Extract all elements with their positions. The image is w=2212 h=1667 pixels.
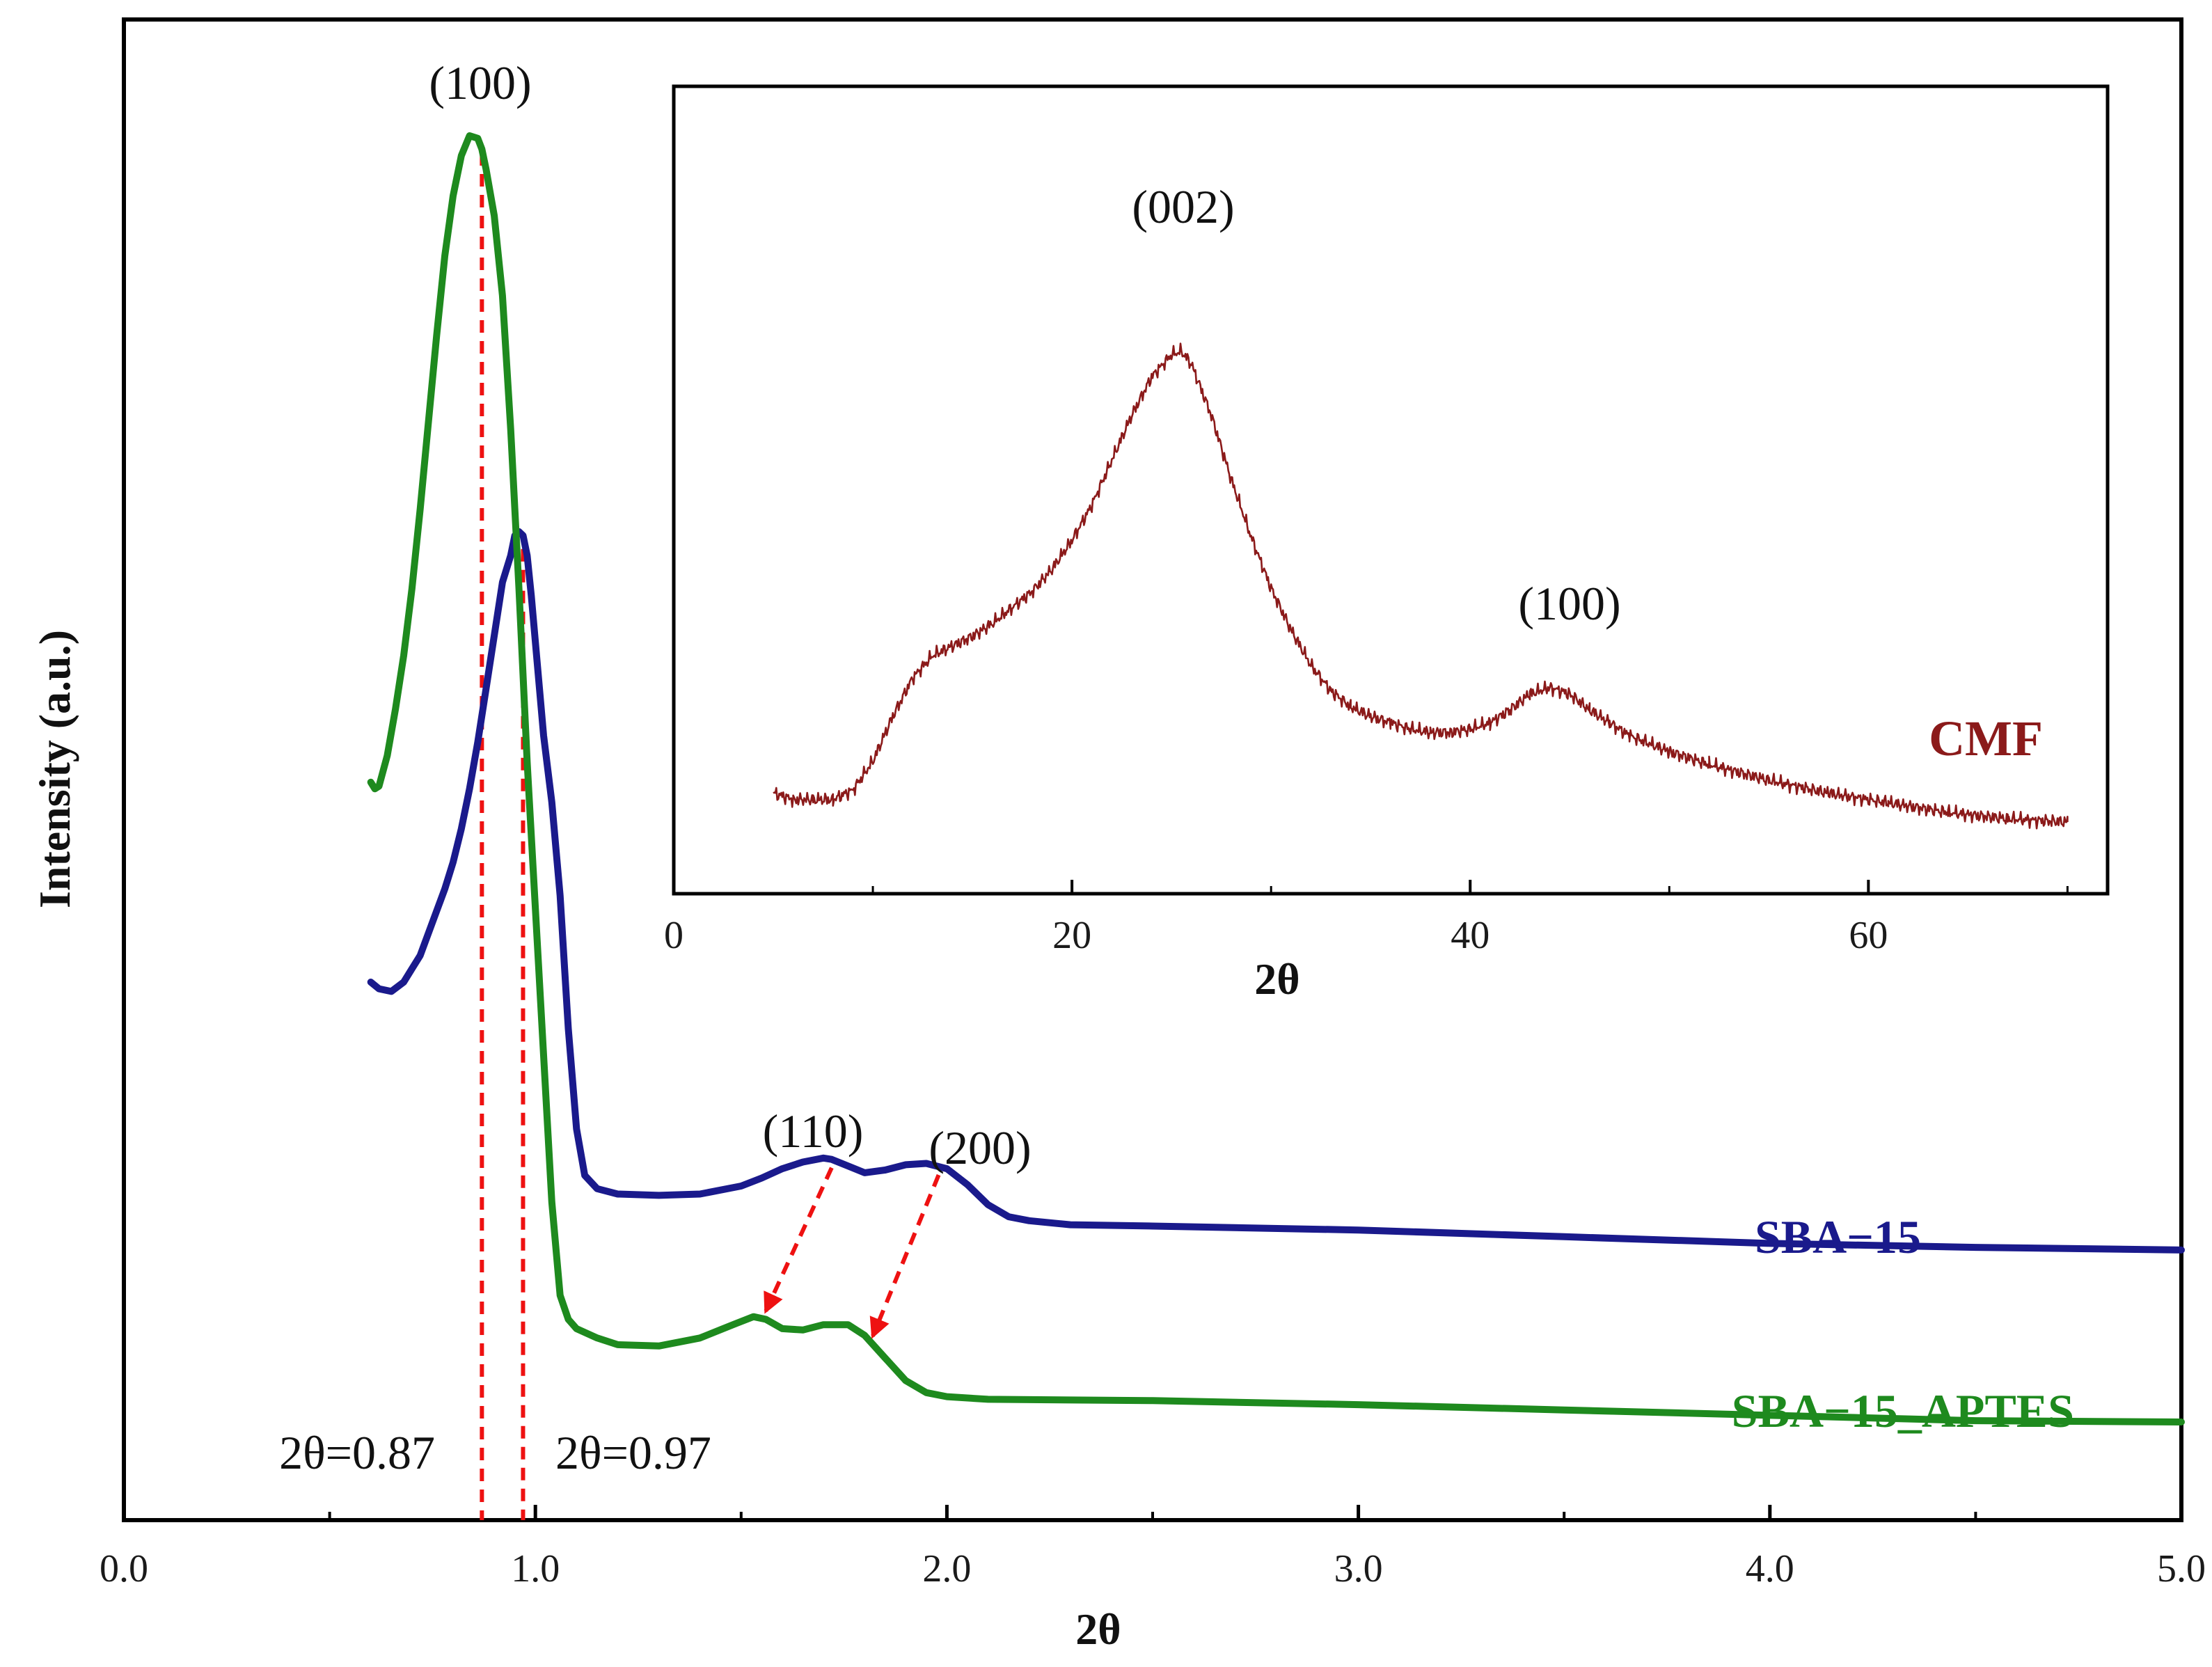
cmf-series-line	[773, 342, 2069, 830]
main-x-tick-label: 2.0	[922, 1547, 971, 1590]
series-label-sba15: SBA−15	[1755, 1210, 1921, 1263]
shift-arrow	[764, 1167, 834, 1314]
inset-plot-frame	[672, 84, 2110, 896]
two-theta-green-label: 2θ=0.97	[555, 1426, 711, 1479]
peak-label-100: (100)	[429, 56, 531, 109]
inset-series	[773, 342, 2069, 830]
series-label-cmf: CMF	[1929, 711, 2043, 766]
main-series	[367, 132, 2185, 1425]
peak-label-200: (200)	[929, 1121, 1031, 1174]
reference-lines	[480, 153, 526, 1520]
inset-peak-label-002: (002)	[1132, 180, 1234, 233]
main-chart: 0.0 1.0 2.0 3.0 4.0 5.0 2θ Intensity (a.u.) (…	[30, 17, 2206, 1654]
two-theta-blue-label: 2θ=0.87	[279, 1426, 435, 1479]
main-y-axis-title: Intensity (a.u.)	[30, 630, 79, 908]
main-x-tick-labels: 0.0 1.0 2.0 3.0 4.0 5.0	[100, 1547, 2206, 1590]
main-x-axis-title: 2θ	[1075, 1604, 1121, 1654]
series-line	[367, 528, 2185, 1254]
inset-x-tick-label: 0	[664, 914, 684, 957]
inset-x-axis-title: 2θ	[1254, 954, 1299, 1004]
main-x-tick-label: 4.0	[1746, 1547, 1794, 1590]
inset-x-tick-label: 40	[1451, 914, 1490, 957]
main-x-tick-label: 5.0	[2157, 1547, 2206, 1590]
main-x-tick-label: 1.0	[511, 1547, 560, 1590]
inset-x-tick-label: 60	[1849, 914, 1888, 957]
main-x-tick-label: 3.0	[1334, 1547, 1383, 1590]
inset-chart: 0 20 40 60 2θ (002) (100) CMF	[664, 84, 2110, 1004]
inset-x-tick-labels: 0 20 40 60	[664, 914, 1888, 957]
shift-arrow	[869, 1174, 941, 1339]
inset-x-ticks	[672, 880, 2069, 894]
peak-label-110: (110)	[763, 1105, 864, 1158]
main-x-ticks	[122, 1505, 2183, 1520]
series-label-sba15-aptes: SBA−15_APTES	[1732, 1384, 2074, 1437]
inset-peak-label-100: (100)	[1518, 577, 1620, 630]
series-line	[367, 132, 2185, 1425]
inset-x-tick-label: 20	[1052, 914, 1091, 957]
main-x-tick-label: 0.0	[100, 1547, 148, 1590]
shift-arrows	[764, 1167, 941, 1339]
